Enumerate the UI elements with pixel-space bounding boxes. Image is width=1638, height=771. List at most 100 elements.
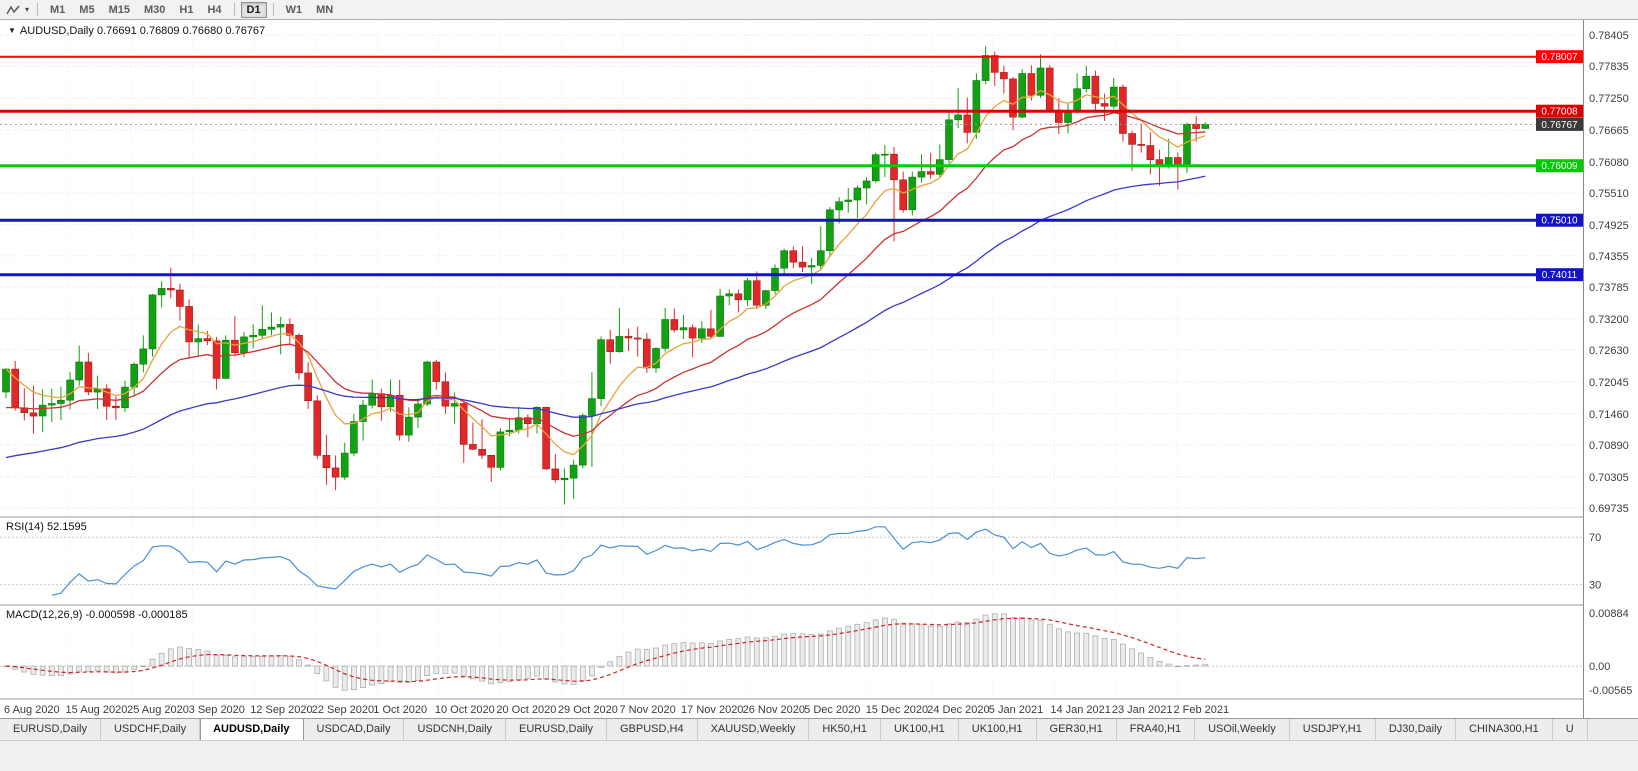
tab-usoil-weekly[interactable]: USOil,Weekly (1195, 719, 1290, 740)
svg-text:1 Oct 2020: 1 Oct 2020 (373, 704, 427, 716)
timeframe-m1-button[interactable]: M1 (50, 3, 66, 16)
svg-text:0.73200: 0.73200 (1589, 314, 1629, 326)
tab-uk100-h1[interactable]: UK100,H1 (880, 719, 959, 740)
chart-tabs-bar: EURUSD,Daily USDCHF,Daily AUDUSD,Daily USDC… (0, 718, 1638, 740)
svg-text:0.71460: 0.71460 (1589, 409, 1629, 421)
tab-ger30-h1[interactable]: GER30,H1 (1036, 719, 1117, 740)
svg-text:0.78405: 0.78405 (1589, 30, 1629, 42)
svg-text:10 Oct 2020: 10 Oct 2020 (435, 704, 495, 716)
svg-text:0.72045: 0.72045 (1589, 377, 1629, 389)
svg-text:14 Jan 2021: 14 Jan 2021 (1050, 704, 1111, 716)
rsi-header: RSI(14) 52.1595 (6, 521, 87, 533)
grid-lines (0, 20, 1583, 699)
tab-usdcad-daily[interactable]: USDCAD,Daily (303, 719, 405, 740)
timeframe-buttons: M1 M5 M15 M30 H1 H4 D1 W1 MN (43, 1, 340, 18)
svg-text:23 Jan 2021: 23 Jan 2021 (1112, 704, 1173, 716)
top-toolbar: ▾ M1 M5 M15 M30 H1 H4 D1 W1 MN (0, 0, 1638, 20)
tab-eurusd-daily[interactable]: EURUSD,Daily (0, 719, 101, 740)
tab-u[interactable]: U (1552, 719, 1588, 740)
price-scale[interactable]: 0.78405 0.77835 0.77250 0.76665 0.76080 0.755… (1589, 30, 1632, 697)
tab-xauusd-weekly[interactable]: XAUUSD,Weekly (697, 719, 810, 740)
moving-average-20-line (6, 111, 1206, 437)
macd-header: MACD(12,26,9) -0.000598 -0.000185 (6, 609, 188, 621)
svg-text:15 Aug 2020: 15 Aug 2020 (66, 704, 128, 716)
svg-text:17 Nov 2020: 17 Nov 2020 (681, 704, 743, 716)
svg-text:0.72630: 0.72630 (1589, 345, 1629, 357)
timeframe-h1-button[interactable]: H1 (179, 3, 194, 16)
tab-usdjpy-h1[interactable]: USDJPY,H1 (1289, 719, 1376, 740)
timeframe-m30-button[interactable]: M30 (143, 3, 166, 16)
svg-text:3 Sep 2020: 3 Sep 2020 (189, 704, 245, 716)
timeframe-m5-button[interactable]: M5 (79, 3, 95, 16)
svg-text:0.70890: 0.70890 (1589, 440, 1629, 452)
svg-text:-0.00565: -0.00565 (1589, 685, 1632, 697)
tab-china300-h1[interactable]: CHINA300,H1 (1456, 719, 1553, 740)
tab-gbpusd-h4[interactable]: GBPUSD,H4 (607, 719, 698, 740)
time-axis-labels[interactable]: 6 Aug 2020 15 Aug 2020 25 Aug 2020 3 Sep 20… (4, 704, 1229, 716)
moving-average-lines (5, 89, 1206, 459)
timeframe-h4-button[interactable]: H4 (207, 3, 222, 16)
svg-text:0.76080: 0.76080 (1589, 157, 1629, 169)
svg-text:22 Sep 2020: 22 Sep 2020 (312, 704, 374, 716)
svg-text:0.70305: 0.70305 (1589, 472, 1629, 484)
svg-text:0.74011: 0.74011 (1542, 270, 1578, 281)
tab-usdcnh-daily[interactable]: USDCNH,Daily (404, 719, 507, 740)
svg-text:30: 30 (1589, 580, 1601, 592)
svg-text:29 Oct 2020: 29 Oct 2020 (558, 704, 618, 716)
toolbar-separator (272, 3, 274, 16)
svg-text:70: 70 (1589, 532, 1601, 544)
chart-svg: 6 Aug 2020 15 Aug 2020 25 Aug 2020 3 Sep 20… (0, 20, 1638, 718)
svg-text:0.76665: 0.76665 (1589, 125, 1629, 137)
svg-text:0.74355: 0.74355 (1589, 251, 1629, 263)
svg-text:25 Aug 2020: 25 Aug 2020 (127, 704, 189, 716)
tab-audusd-daily[interactable]: AUDUSD,Daily (200, 719, 304, 740)
svg-text:0.76767: 0.76767 (1541, 120, 1578, 131)
svg-text:0.75510: 0.75510 (1589, 188, 1629, 200)
svg-text:5 Dec 2020: 5 Dec 2020 (804, 704, 860, 716)
price-tags: 0.78007 0.77008 0.76009 0.75010 0.74011 0.767… (1536, 50, 1583, 282)
svg-text:0.69735: 0.69735 (1589, 503, 1629, 515)
svg-text:5 Jan 2021: 5 Jan 2021 (989, 704, 1043, 716)
toolbar-separator (233, 3, 235, 16)
svg-text:0.00884: 0.00884 (1589, 608, 1629, 620)
dropdown-arrow-icon[interactable]: ▾ (24, 5, 29, 14)
tab-uk100-h1[interactable]: UK100,H1 (958, 719, 1037, 740)
svg-text:0.76009: 0.76009 (1541, 161, 1578, 172)
svg-text:6 Aug 2020: 6 Aug 2020 (4, 704, 60, 716)
svg-text:0.78007: 0.78007 (1541, 52, 1578, 63)
svg-text:24 Dec 2020: 24 Dec 2020 (927, 704, 989, 716)
svg-text:20 Oct 2020: 20 Oct 2020 (496, 704, 556, 716)
timeframe-m15-button[interactable]: M15 (108, 3, 130, 16)
chart-menu-arrow-icon[interactable]: ▼ (8, 26, 16, 35)
rsi-line (51, 526, 1206, 596)
timeframe-w1-button[interactable]: W1 (285, 3, 303, 16)
zigzag-icon[interactable] (4, 2, 22, 18)
chart-canvas[interactable]: 6 Aug 2020 15 Aug 2020 25 Aug 2020 3 Sep 20… (0, 20, 1638, 718)
tab-usdchf-daily[interactable]: USDCHF,Daily (100, 719, 201, 740)
status-bar (0, 740, 1638, 771)
tab-hk50-h1[interactable]: HK50,H1 (809, 719, 881, 740)
svg-text:0.74925: 0.74925 (1589, 220, 1629, 232)
tab-eurusd-daily[interactable]: EURUSD,Daily (506, 719, 607, 740)
svg-text:0.77250: 0.77250 (1589, 93, 1629, 105)
svg-text:2 Feb 2021: 2 Feb 2021 (1173, 704, 1229, 716)
toolbar-separator (37, 3, 38, 16)
svg-text:0.77835: 0.77835 (1589, 61, 1629, 73)
tab-dj30-daily[interactable]: DJ30,Daily (1375, 719, 1457, 740)
moving-average-55-line (5, 175, 1206, 459)
chart-symbol-label: AUDUSD,Daily (19, 25, 94, 37)
chart-ohlc-values: 0.76691 0.76809 0.76680 0.76767 (96, 25, 266, 37)
horizontal-level-lines[interactable] (0, 55, 1583, 277)
svg-text:15 Dec 2020: 15 Dec 2020 (866, 704, 928, 716)
svg-text:0.77008: 0.77008 (1541, 107, 1578, 118)
svg-text:7 Nov 2020: 7 Nov 2020 (620, 704, 676, 716)
moving-average-8-line (5, 89, 1206, 456)
svg-text:0.75010: 0.75010 (1541, 216, 1578, 227)
timeframe-d1-button[interactable]: D1 (240, 1, 267, 18)
svg-text:26 Nov 2020: 26 Nov 2020 (743, 704, 805, 716)
macd-histogram (3, 613, 1209, 691)
tab-fra40-h1[interactable]: FRA40,H1 (1116, 719, 1196, 740)
timeframe-mn-button[interactable]: MN (316, 3, 334, 16)
svg-text:12 Sep 2020: 12 Sep 2020 (250, 704, 312, 716)
chart-title: ▼ AUDUSD,Daily 0.76691 0.76809 0.76680 0.… (8, 25, 265, 37)
